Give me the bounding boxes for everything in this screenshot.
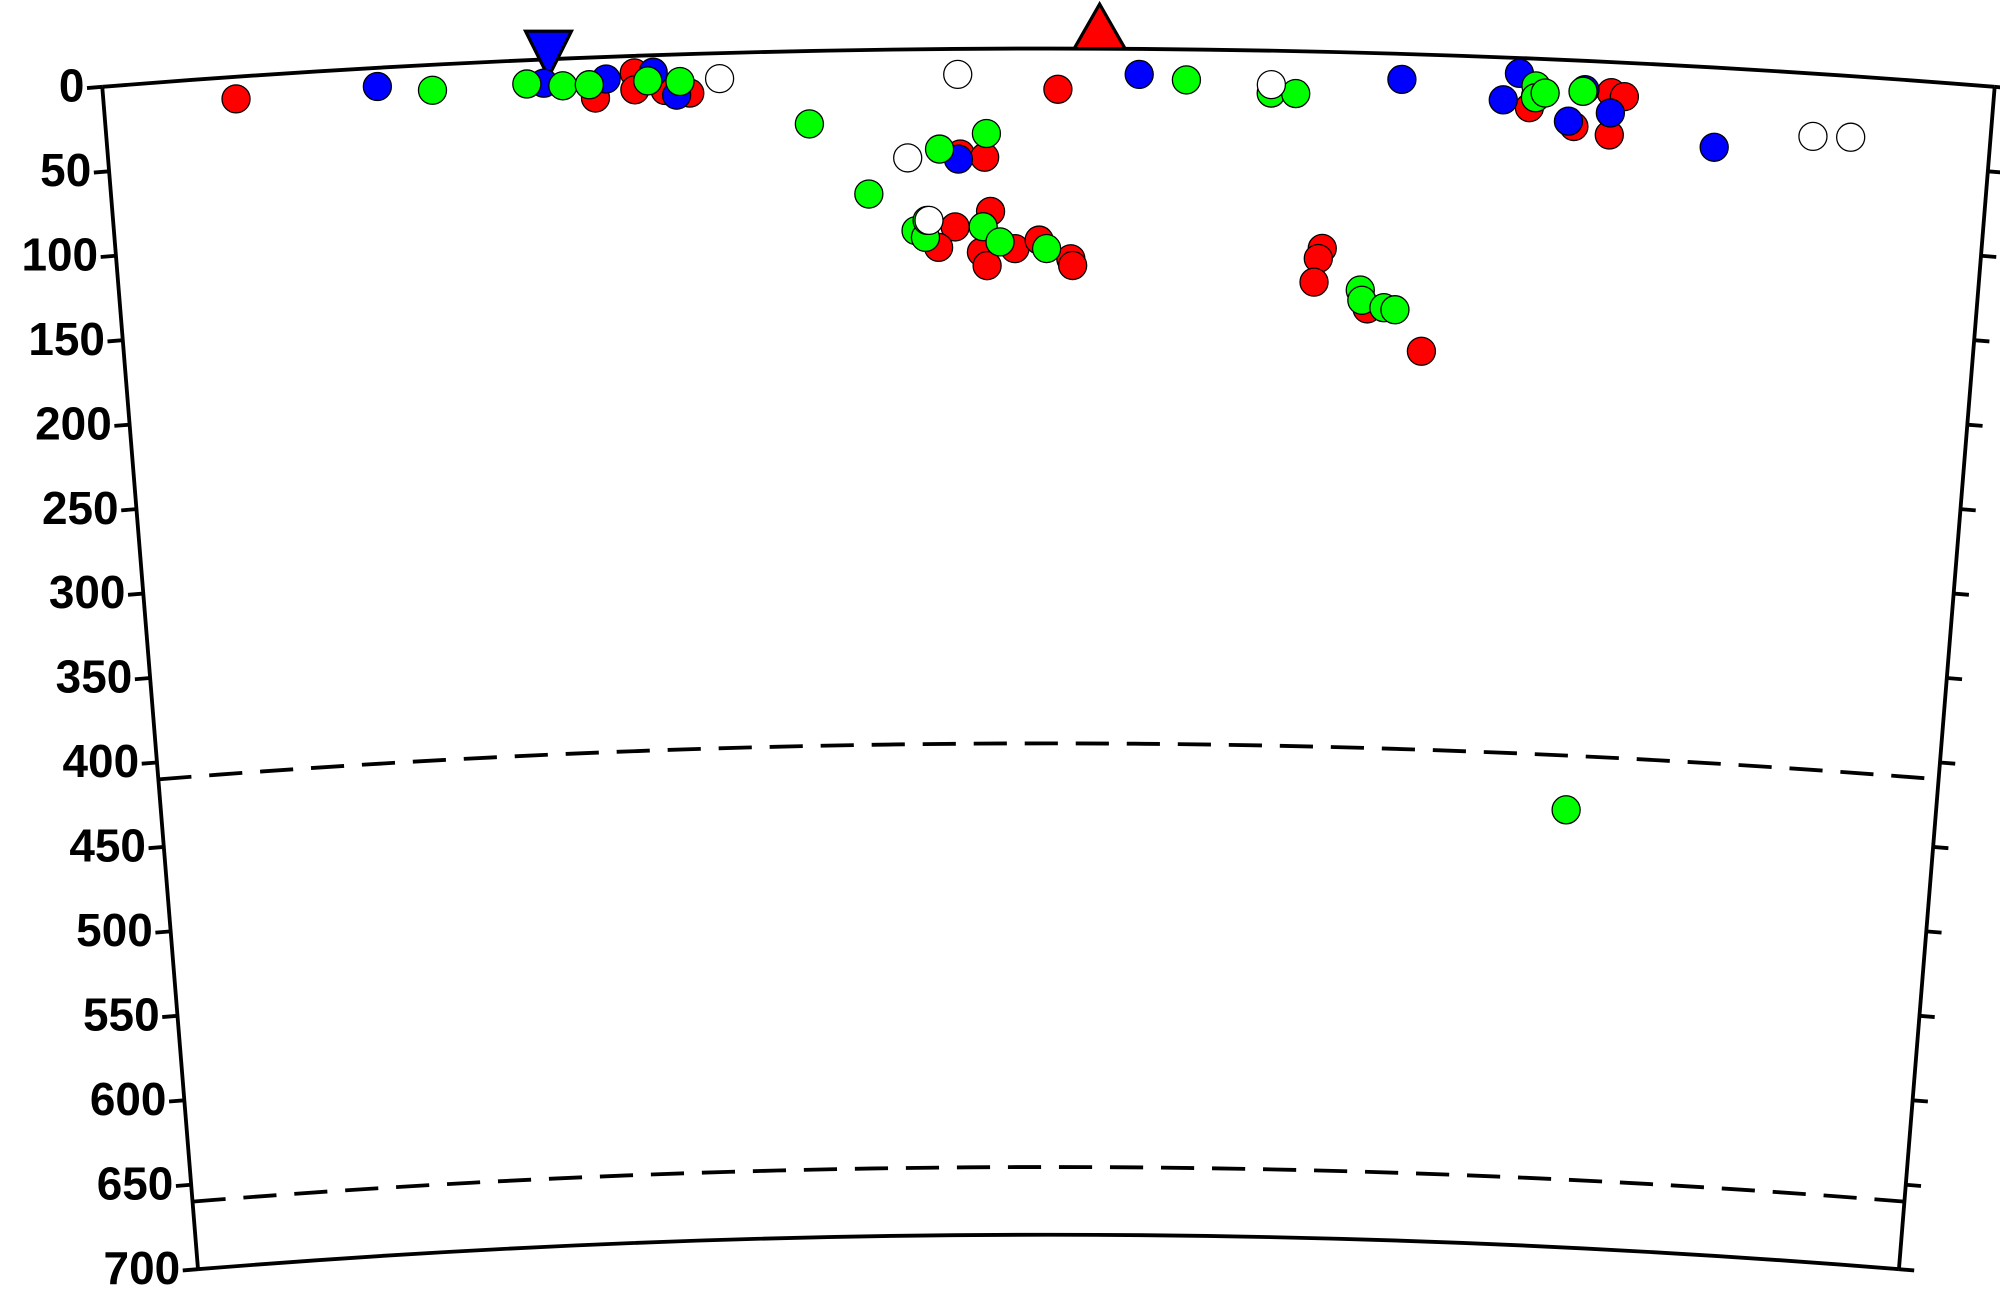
- event: [1380, 295, 1410, 325]
- y-tick: [148, 845, 164, 851]
- y-tick: [86, 84, 103, 90]
- event: [1043, 74, 1073, 104]
- event: [1553, 106, 1584, 136]
- y-tick: [134, 676, 151, 682]
- y-tick-right: [1919, 1013, 1935, 1019]
- event: [1299, 267, 1329, 297]
- y-tick-label: 550: [83, 989, 160, 1041]
- y-tick: [168, 1098, 185, 1104]
- event: [548, 71, 578, 101]
- y-tick-label: 150: [28, 313, 105, 365]
- y-tick-label: 500: [76, 904, 153, 956]
- event: [854, 179, 884, 209]
- y-tick-label: 700: [104, 1242, 181, 1294]
- y-tick-right: [1946, 676, 1963, 682]
- y-tick-right: [1994, 84, 2000, 90]
- y-tick-right: [1974, 338, 1990, 344]
- event: [1488, 85, 1518, 115]
- y-tick: [114, 422, 130, 428]
- y-tick: [175, 1182, 192, 1188]
- event: [1124, 59, 1154, 90]
- section-top: [102, 46, 1995, 89]
- y-tick-right: [1926, 929, 1942, 935]
- event: [794, 109, 825, 139]
- event: [1387, 64, 1417, 95]
- y-tick-right: [1905, 1182, 1922, 1188]
- y-tick: [107, 338, 123, 344]
- event: [914, 205, 944, 236]
- y-tick-label: 50: [40, 144, 91, 196]
- y-tick-label: 250: [42, 482, 119, 534]
- y-tick-right: [1939, 760, 1956, 766]
- y-tick-right: [1932, 845, 1949, 851]
- event: [1171, 65, 1202, 95]
- discontinuity-line: [192, 1165, 1905, 1204]
- event: [633, 66, 663, 96]
- event: [1057, 250, 1088, 281]
- y-tick-label: 450: [69, 820, 146, 872]
- event: [362, 71, 393, 102]
- event: [1798, 121, 1828, 152]
- event: [574, 70, 604, 100]
- y-tick-label: 200: [35, 397, 112, 449]
- y-tick-right: [1980, 253, 1997, 259]
- event: [1551, 795, 1581, 825]
- y-tick: [121, 507, 137, 513]
- event: [924, 134, 955, 164]
- station: [522, 29, 575, 81]
- event: [943, 59, 973, 90]
- event: [1699, 132, 1729, 162]
- y-tick-right: [1960, 507, 1976, 513]
- y-tick: [182, 1267, 199, 1273]
- event: [221, 84, 251, 114]
- y-tick-right: [1987, 169, 2000, 175]
- y-tick: [93, 169, 110, 175]
- y-tick: [127, 591, 144, 597]
- event: [512, 69, 542, 99]
- y-tick-right: [1953, 591, 1970, 597]
- event: [704, 63, 735, 94]
- y-tick: [141, 760, 158, 766]
- event: [1595, 98, 1626, 128]
- y-tick-label: 350: [56, 651, 133, 703]
- discontinuity-line: [158, 741, 1939, 782]
- y-tick-right: [1912, 1098, 1929, 1104]
- section-bottom: [197, 1232, 1900, 1272]
- y-tick: [155, 929, 171, 935]
- y-tick-label: 600: [90, 1073, 167, 1125]
- event: [1256, 69, 1287, 100]
- event: [893, 143, 923, 173]
- y-tick-label: 400: [63, 735, 140, 787]
- y-tick: [162, 1013, 178, 1019]
- y-tick-label: 650: [97, 1157, 174, 1209]
- y-tick-right: [1898, 1267, 1915, 1273]
- event: [1031, 233, 1062, 264]
- y-tick-label: 0: [59, 60, 85, 112]
- event: [1530, 78, 1560, 108]
- event: [1568, 76, 1598, 106]
- event: [985, 227, 1015, 257]
- event: [971, 118, 1002, 149]
- y-tick-label: 300: [49, 566, 126, 618]
- y-tick: [100, 253, 117, 259]
- event: [1406, 336, 1437, 366]
- station: [1071, 0, 1128, 51]
- event: [665, 66, 695, 97]
- event: [1836, 122, 1866, 152]
- event: [417, 75, 448, 105]
- y-tick-right: [1967, 422, 1983, 428]
- y-tick-label: 100: [21, 228, 98, 280]
- event: [972, 251, 1002, 281]
